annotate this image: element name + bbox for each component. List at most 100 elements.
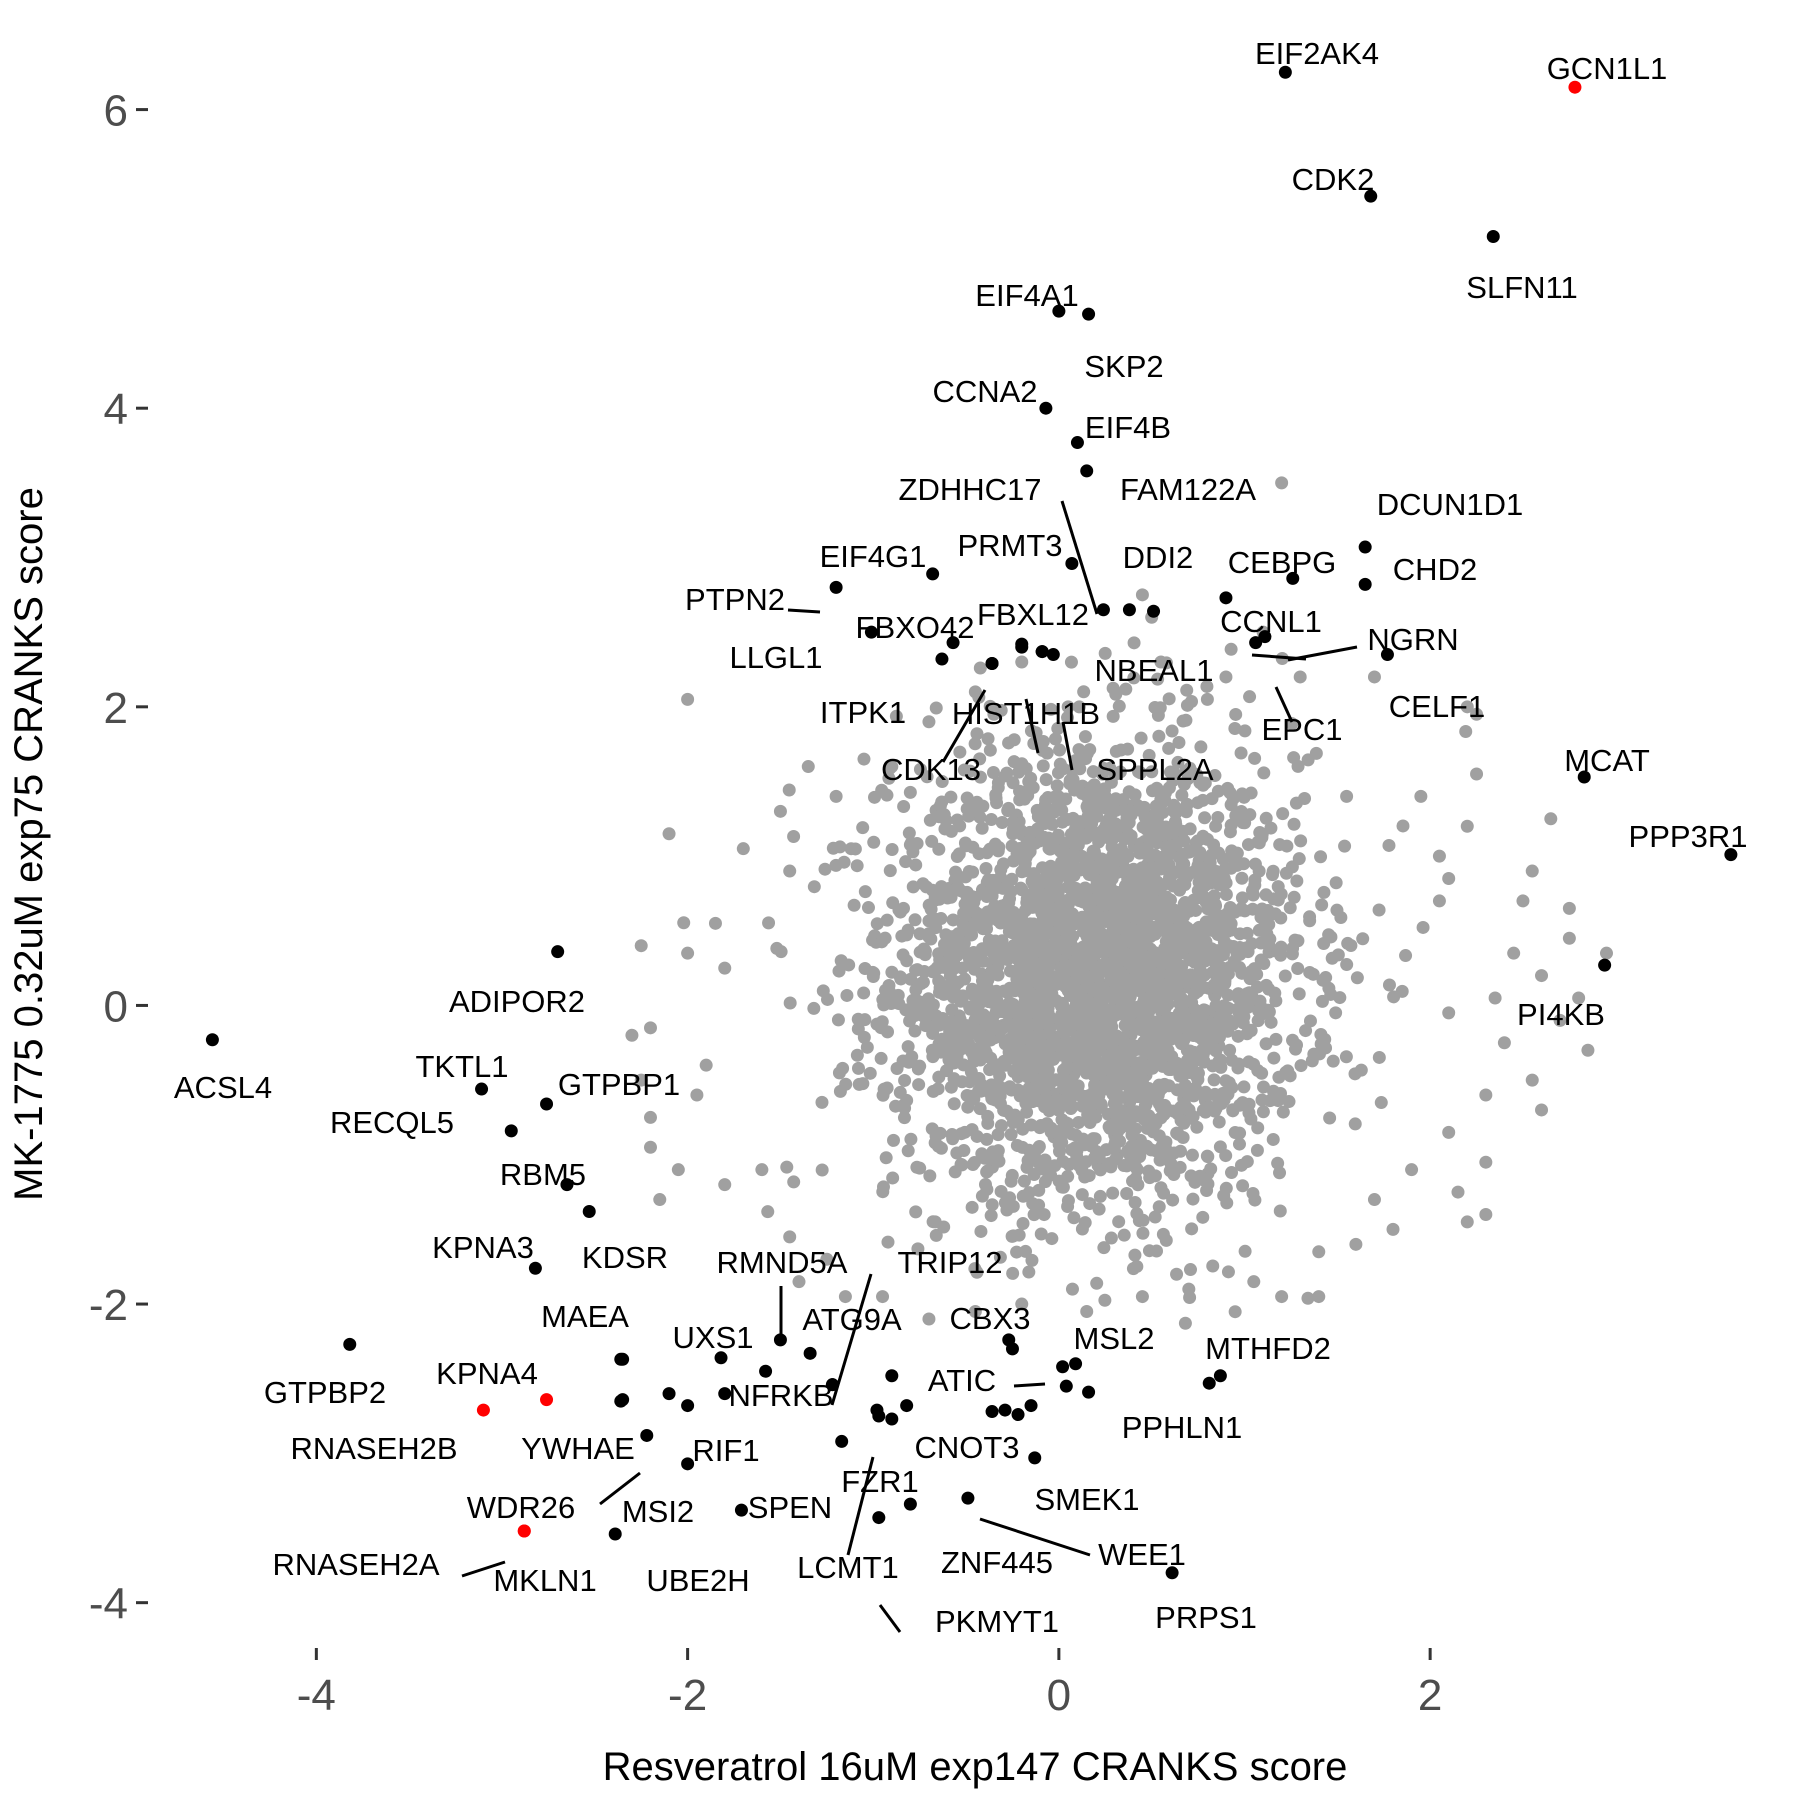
background-point [1544,812,1558,826]
background-point [982,936,996,950]
background-point [1206,1259,1220,1273]
highlight-point [998,1403,1012,1417]
background-point [913,927,927,941]
background-point [975,1147,989,1161]
background-point [1127,961,1141,975]
point-label-slfn11: SLFN11 [1466,270,1577,305]
background-point [653,1193,667,1207]
background-point [1044,702,1058,716]
point-label-msl2: MSL2 [1074,1321,1155,1356]
background-point [1287,890,1301,904]
background-point [1104,973,1118,987]
background-point [1106,709,1120,723]
highlight-point [1011,1408,1025,1422]
background-point [1111,1066,1125,1080]
background-point [1016,1189,1030,1203]
background-point [974,1224,988,1238]
background-point [1151,672,1165,686]
background-point [1315,898,1329,912]
background-point [1020,986,1034,1000]
background-point [1192,1024,1206,1038]
background-point [993,1250,1007,1264]
background-point [1553,1013,1567,1027]
background-point [1093,1189,1107,1203]
point-label-nbeal1: NBEAL1 [1095,653,1214,688]
background-point [1228,722,1242,736]
background-point [1242,1055,1256,1069]
background-point [1092,835,1106,849]
background-point [1106,1087,1120,1101]
background-point [829,789,843,803]
background-point [1153,1153,1167,1167]
highlight-point-rnaseh2b [476,1403,490,1417]
background-point [1006,827,1020,841]
point-label-kdsr: KDSR [582,1240,668,1275]
background-point [1293,670,1307,684]
background-point [1382,838,1396,852]
background-point [1112,699,1126,713]
background-point [1236,1096,1250,1110]
background-point [1250,1143,1264,1157]
background-point [1208,769,1222,783]
point-label-cnot3: CNOT3 [914,1430,1019,1465]
point-label-nfrkb: NFRKB [728,1378,833,1413]
background-point [1120,1186,1134,1200]
background-point [1169,806,1183,820]
highlight-point-zdhhc17 [1096,603,1110,617]
background-point [1228,853,1242,867]
background-point [868,790,882,804]
background-point [1038,797,1052,811]
background-point [1027,955,1041,969]
background-point [1162,692,1176,706]
background-point [926,1215,940,1229]
background-point [1240,926,1254,940]
background-point [1535,969,1549,983]
highlight-point-eif4a1 [1052,304,1066,318]
background-point [897,800,911,814]
background-point [1051,722,1065,736]
background-point [1073,762,1087,776]
background-point [1187,1012,1201,1026]
point-label-itpk1: ITPK1 [820,695,906,730]
background-point [1011,844,1025,858]
background-point [1241,945,1255,959]
background-point [1087,797,1101,811]
background-point [1248,751,1262,765]
background-point [1198,1088,1212,1102]
background-point [1039,876,1053,890]
highlight-point [759,1364,773,1378]
x-tick-label: -2 [668,1671,707,1720]
background-point [1232,1057,1246,1071]
background-point [1280,839,1294,853]
background-point [1030,1093,1044,1107]
background-point [1215,1002,1229,1016]
background-point [1182,1103,1196,1117]
background-point [1178,1316,1192,1330]
background-point [1581,1043,1595,1057]
background-point [983,743,997,757]
background-point [955,1075,969,1089]
background-point [1015,1297,1029,1311]
background-point [1221,922,1235,936]
background-point [1057,907,1071,921]
highlight-point-eif2ak4 [1278,65,1292,79]
background-point [1212,1030,1226,1044]
background-point [1072,1116,1086,1130]
point-label-prps1: PRPS1 [1155,1600,1257,1635]
point-label-atic: ATIC [928,1363,996,1398]
background-point [901,1144,915,1158]
point-label-skp2: SKP2 [1084,349,1163,384]
point-label-rmnd5a: RMND5A [717,1245,848,1280]
background-point [1043,901,1057,915]
background-point [1329,876,1343,890]
background-point [1203,876,1217,890]
background-point [1287,817,1301,831]
background-point [662,827,676,841]
background-point [1159,1233,1173,1247]
background-point [1157,1186,1171,1200]
background-point [736,842,750,856]
point-label-fam122a: FAM122A [1120,472,1256,507]
background-point [857,986,871,1000]
background-point [1090,1021,1104,1035]
